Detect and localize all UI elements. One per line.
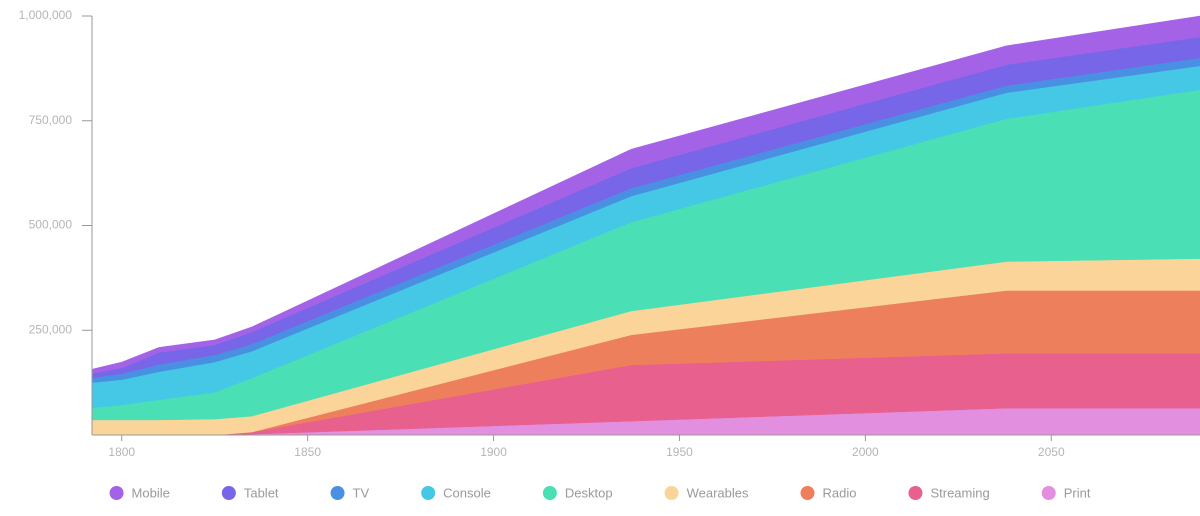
y-tick-label: 750,000 — [29, 113, 73, 127]
legend-label: Tablet — [244, 485, 279, 500]
y-tick-label: 500,000 — [29, 218, 73, 232]
x-tick-label: 1950 — [666, 445, 693, 459]
plot-area — [91, 15, 1200, 436]
legend-marker — [908, 486, 923, 500]
legend-marker — [221, 486, 236, 500]
area — [91, 15, 1200, 374]
legend: Mobile Tablet TV Console Desktop Wearables Rad… — [109, 485, 1091, 500]
y-tick-label: 1,000,000 — [19, 8, 73, 22]
legend-marker — [330, 486, 345, 500]
x-tick-label: 1800 — [108, 445, 135, 459]
legend-label: Streaming — [930, 485, 989, 500]
y-tick-label: 250,000 — [29, 322, 73, 336]
legend-marker — [421, 486, 436, 500]
legend-marker — [109, 486, 124, 500]
x-tick-label: 1900 — [480, 445, 507, 459]
legend-marker — [542, 486, 557, 500]
legend-label: Mobile — [132, 485, 170, 500]
x-tick-label: 2000 — [852, 445, 879, 459]
axes: 250,000 500,000 750,000 1,000,000 1800 1850 19… — [19, 8, 1200, 459]
x-tick-label: 1850 — [294, 445, 321, 459]
legend-marker — [1041, 486, 1056, 500]
legend-label: Wearables — [687, 485, 749, 500]
legend-label: Console — [443, 485, 491, 500]
legend-marker — [664, 486, 679, 500]
x-tick-label: 2050 — [1038, 445, 1065, 459]
legend-label: Desktop — [565, 485, 613, 500]
legend-label: Radio — [822, 485, 856, 500]
legend-marker — [800, 486, 815, 500]
legend-label: Print — [1064, 485, 1091, 500]
legend-label: TV — [353, 485, 370, 500]
